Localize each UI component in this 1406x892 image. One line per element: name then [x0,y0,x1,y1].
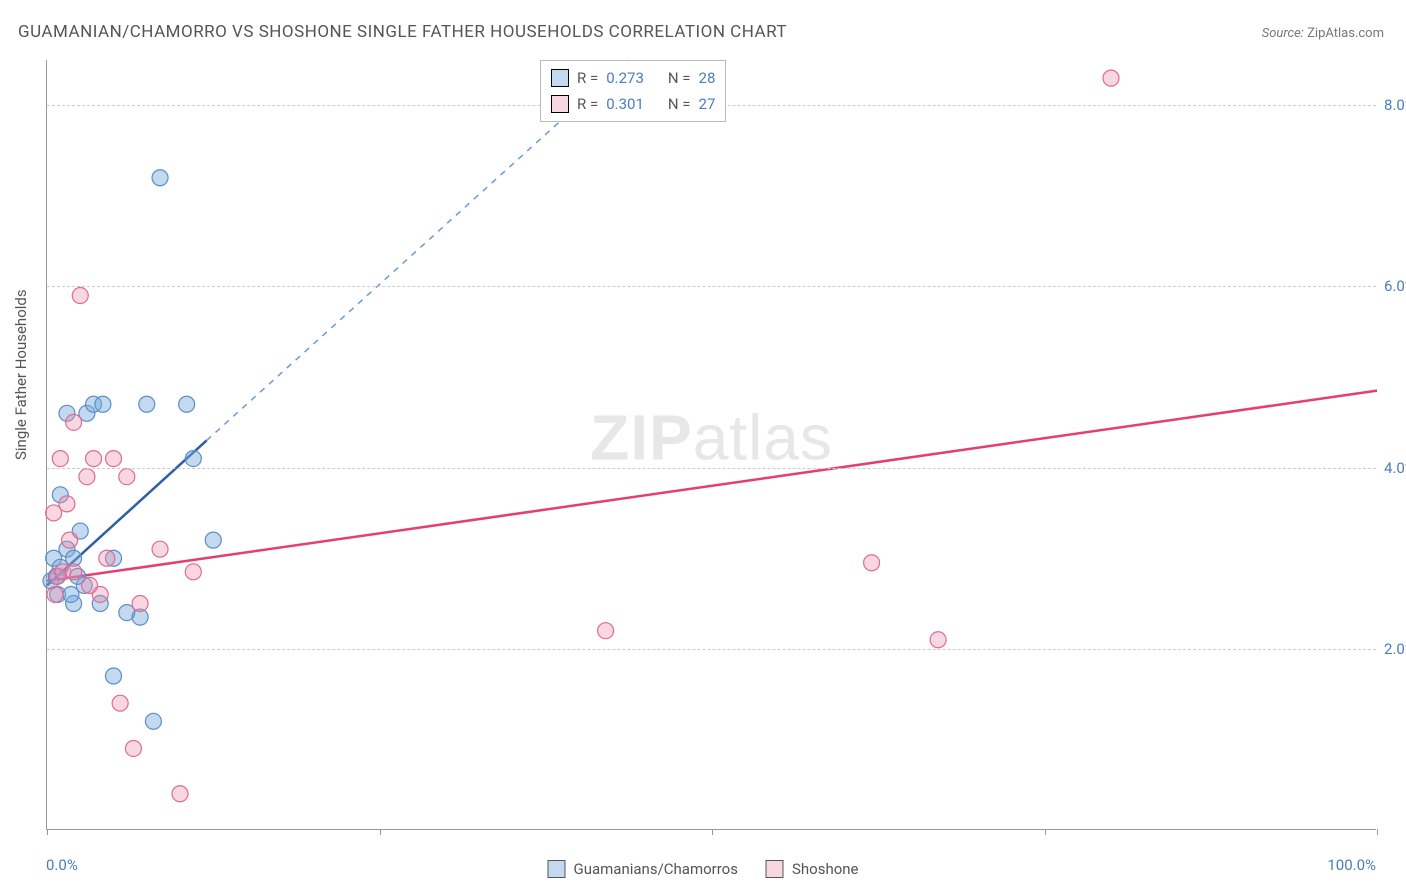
legend-row-blue: R = 0.273 N = 28 [551,65,715,91]
n-label: N = [668,69,691,87]
x-tick [712,829,713,835]
gridline-h [47,286,1376,287]
chart-source: Source: ZipAtlas.com [1262,26,1384,41]
r-value-pink: 0.301 [606,95,644,113]
gridline-h [47,468,1376,469]
legend-bottom-label-pink: Shoshone [792,860,859,878]
x-tick [47,829,48,835]
source-value: ZipAtlas.com [1307,26,1384,41]
legend-item-blue: Guamanians/Chamorros [547,860,737,878]
n-value-blue: 28 [699,69,716,87]
source-label: Source: [1262,26,1304,41]
y-tick-label: 4.0% [1384,459,1406,477]
y-tick-label: 2.0% [1384,640,1406,658]
x-tick [1045,829,1046,835]
chart-title: GUAMANIAN/CHAMORRO VS SHOSHONE SINGLE FA… [18,22,787,42]
y-tick-label: 6.0% [1384,277,1406,295]
series-legend: Guamanians/Chamorros Shoshone [547,860,858,878]
y-tick-label: 8.0% [1384,96,1406,114]
legend-bottom-swatch-blue [547,860,565,878]
legend-bottom-swatch-pink [766,860,784,878]
gridline-h [47,649,1376,650]
x-max-label: 100.0% [1327,856,1376,874]
chart-plot-area: ZIPatlas 2.0%4.0%6.0%8.0% [46,60,1376,830]
r-label: R = [577,69,598,87]
legend-row-pink: R = 0.301 N = 27 [551,91,715,117]
legend-swatch-pink [551,95,569,113]
y-axis-title: Single Father Households [12,289,30,460]
legend-bottom-label-blue: Guamanians/Chamorros [573,860,737,878]
legend-swatch-blue [551,69,569,87]
x-tick [380,829,381,835]
scatter-svg [47,60,1376,829]
n-value-pink: 27 [699,95,716,113]
legend-item-pink: Shoshone [766,860,859,878]
r-value-blue: 0.273 [606,69,644,87]
x-tick [1377,829,1378,835]
r-label-2: R = [577,95,598,113]
correlation-legend: R = 0.273 N = 28 R = 0.301 N = 27 [540,60,726,122]
x-min-label: 0.0% [46,856,78,874]
n-label-2: N = [668,95,691,113]
